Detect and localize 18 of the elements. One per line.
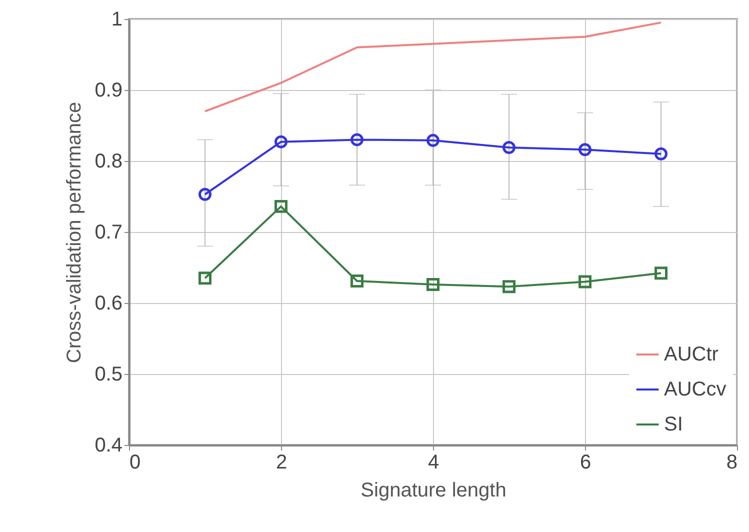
y-axis-title: Cross-validation performance bbox=[64, 102, 86, 364]
y-tick-label: 0.8 bbox=[94, 150, 122, 172]
y-tick-label: 0.7 bbox=[94, 222, 122, 244]
y-tick-label: 0.4 bbox=[94, 434, 122, 456]
line-series bbox=[204, 22, 662, 112]
y-tick-label: 0.9 bbox=[94, 80, 122, 102]
x-tick-label: 6 bbox=[580, 452, 592, 474]
x-axis-title: Signature length bbox=[360, 480, 506, 502]
y-tick-label: 0.6 bbox=[94, 292, 122, 314]
x-tick-label: 0 bbox=[130, 452, 141, 474]
legend-label: AUCtr bbox=[664, 344, 719, 366]
x-tick-label: 8 bbox=[726, 452, 738, 474]
x-tick-label: 4 bbox=[428, 452, 440, 474]
legend-label: AUCcv bbox=[664, 378, 726, 400]
legend-label: SI bbox=[664, 414, 683, 436]
y-tick-label: 0.5 bbox=[94, 364, 122, 386]
x-tick-label: 2 bbox=[276, 452, 288, 474]
y-tick-label: 1 bbox=[111, 8, 122, 30]
